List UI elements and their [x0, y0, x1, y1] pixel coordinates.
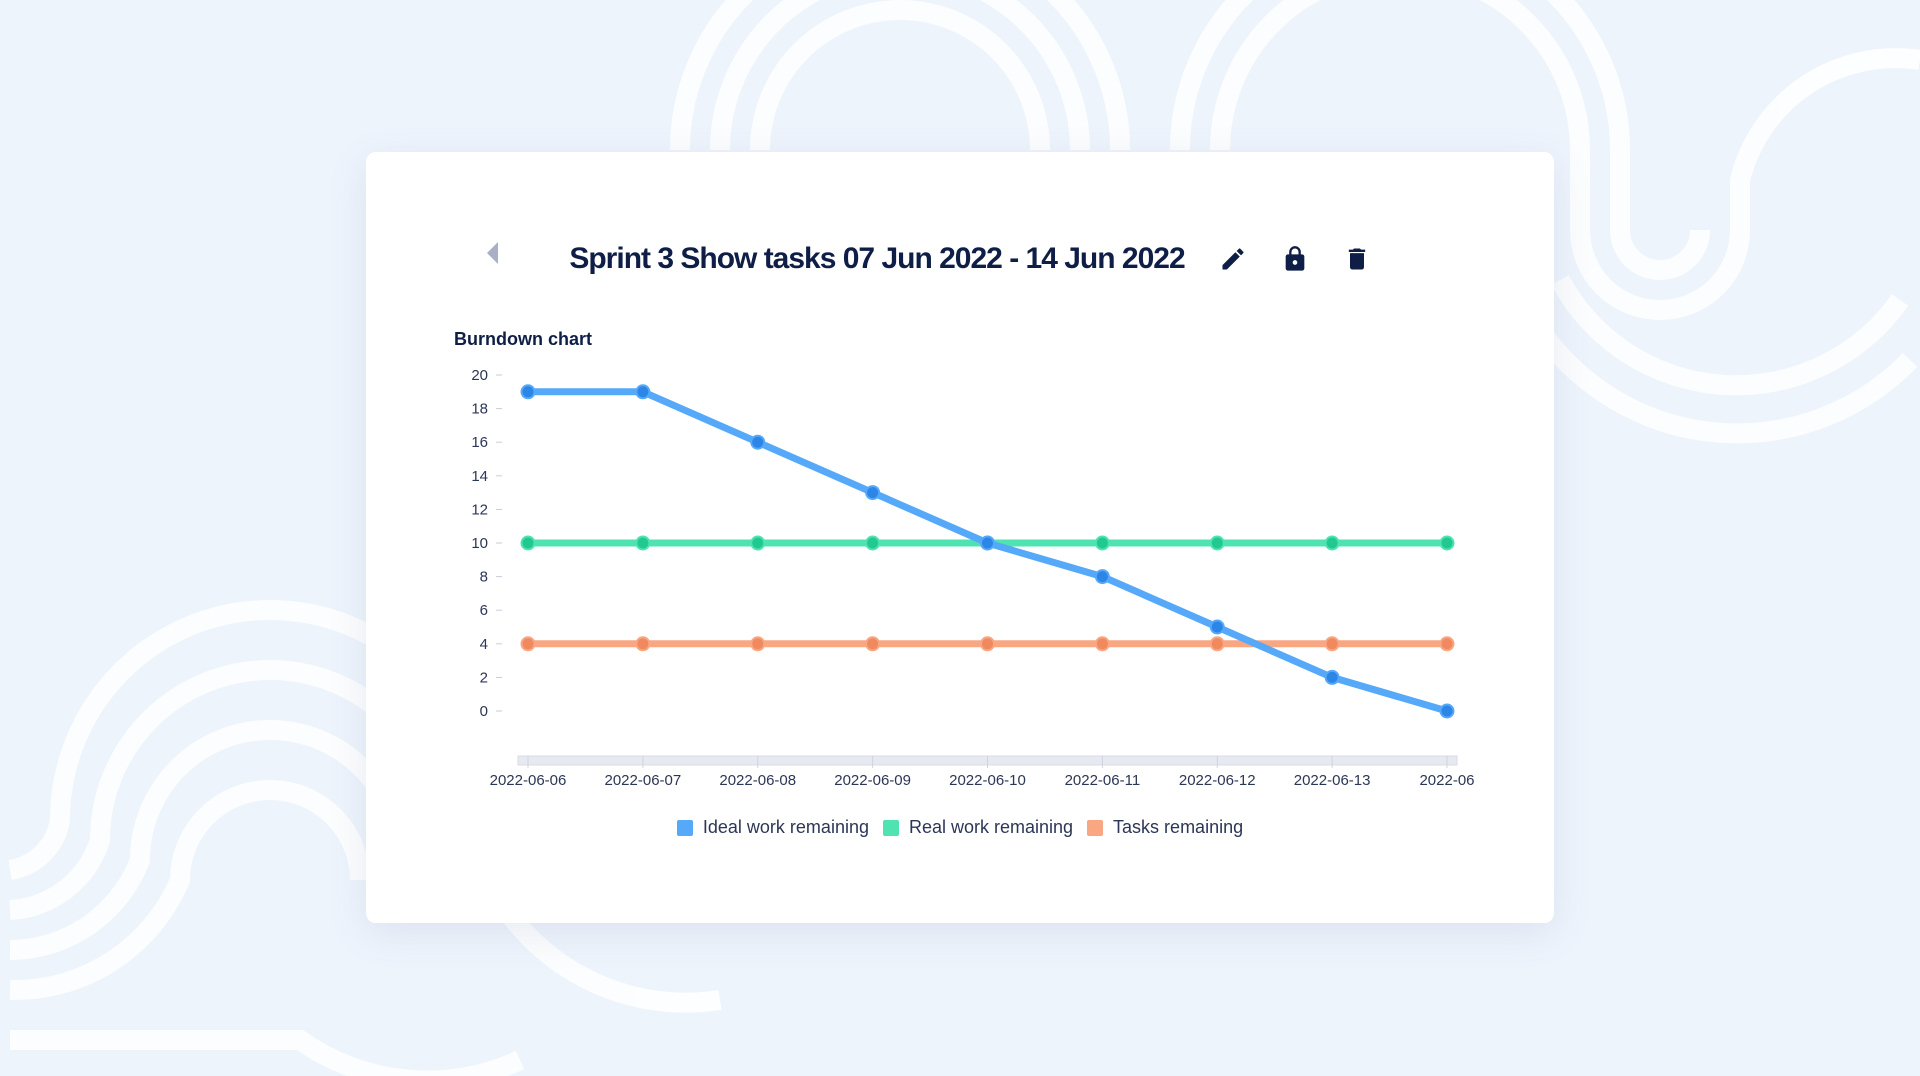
y-tick-label: 0 [480, 703, 488, 720]
data-point-tasks [1439, 636, 1455, 652]
data-point-real [1094, 535, 1110, 551]
y-tick-label: 4 [480, 636, 488, 653]
burndown-chart: 0 2 4 6 8 10 12 14 16 18 20 2022-06-06 2022-06-07 202… [471, 367, 1474, 789]
trash-icon[interactable] [1343, 245, 1371, 273]
data-point-real [635, 535, 651, 551]
y-tick-label: 12 [471, 501, 488, 518]
x-tick-label: 2022-06-10 [949, 772, 1026, 789]
legend-item-tasks[interactable]: Tasks remaining [1087, 817, 1243, 838]
sprint-card: Sprint 3 Show tasks 07 Jun 2022 - 14 Jun… [366, 152, 1554, 923]
data-point-tasks [635, 636, 651, 652]
x-tick-label: 2022-06-13 [1294, 772, 1371, 789]
x-tick-label: 2022-06-08 [719, 772, 796, 789]
back-arrow-icon[interactable] [487, 242, 498, 264]
lock-icon[interactable] [1281, 245, 1309, 273]
x-tick-label: 2022-06-07 [605, 772, 682, 789]
data-point-ideal [520, 384, 536, 400]
y-tick-label: 8 [480, 569, 488, 586]
edit-pencil-icon[interactable] [1219, 245, 1247, 273]
data-point-tasks [520, 636, 536, 652]
data-point-tasks [980, 636, 995, 652]
y-tick-label: 18 [471, 401, 488, 418]
legend-item-real[interactable]: Real work remaining [882, 817, 1074, 838]
chart-title: Burndown chart [454, 329, 592, 349]
chart-legend: Ideal work remaining Real work remaining… [366, 817, 1554, 838]
x-tick-label: 2022-06 [1419, 772, 1474, 789]
y-tick-label: 14 [471, 468, 488, 485]
sprint-header: Sprint 3 Show tasks 07 Jun 2022 - 14 Jun… [366, 242, 1554, 276]
legend-swatch-ideal [676, 819, 693, 836]
legend-swatch-real [882, 819, 899, 836]
data-point-tasks [1094, 636, 1110, 652]
data-point-tasks [1209, 636, 1225, 652]
data-point-real [750, 535, 766, 551]
legend-swatch-tasks [1087, 819, 1104, 836]
data-point-tasks [865, 636, 881, 652]
legend-label: Tasks remaining [1113, 817, 1244, 837]
data-point-ideal [980, 535, 995, 551]
data-point-ideal [1209, 619, 1225, 635]
data-point-ideal [865, 485, 881, 501]
y-tick-label: 10 [471, 535, 488, 552]
legend-label: Ideal work remaining [702, 817, 869, 837]
y-tick-label: 16 [471, 434, 488, 451]
data-point-ideal [750, 434, 766, 450]
data-point-ideal [1439, 703, 1455, 719]
legend-item-ideal[interactable]: Ideal work remaining [676, 817, 869, 838]
data-point-real [865, 535, 881, 551]
data-point-real [520, 535, 536, 551]
x-tick-label: 2022-06-11 [1065, 772, 1141, 789]
x-tick-label: 2022-06-06 [490, 772, 567, 789]
y-tick-label: 6 [480, 602, 488, 619]
data-point-tasks [1324, 636, 1340, 652]
x-tick-label: 2022-06-12 [1179, 772, 1256, 789]
data-point-tasks [750, 636, 766, 652]
x-tick-label: 2022-06-09 [834, 772, 911, 789]
data-point-ideal [1324, 669, 1340, 685]
series-line-ideal [528, 388, 1448, 715]
y-tick-label: 2 [480, 669, 488, 686]
data-point-ideal [1094, 569, 1110, 585]
sprint-title: Sprint 3 Show tasks 07 Jun 2022 - 14 Jun… [569, 242, 1185, 275]
data-point-real [1209, 535, 1225, 551]
data-point-real [1439, 535, 1455, 551]
y-tick-label: 20 [471, 367, 488, 384]
legend-label: Real work remaining [908, 817, 1074, 837]
data-point-real [1324, 535, 1340, 551]
data-point-ideal [635, 384, 651, 400]
